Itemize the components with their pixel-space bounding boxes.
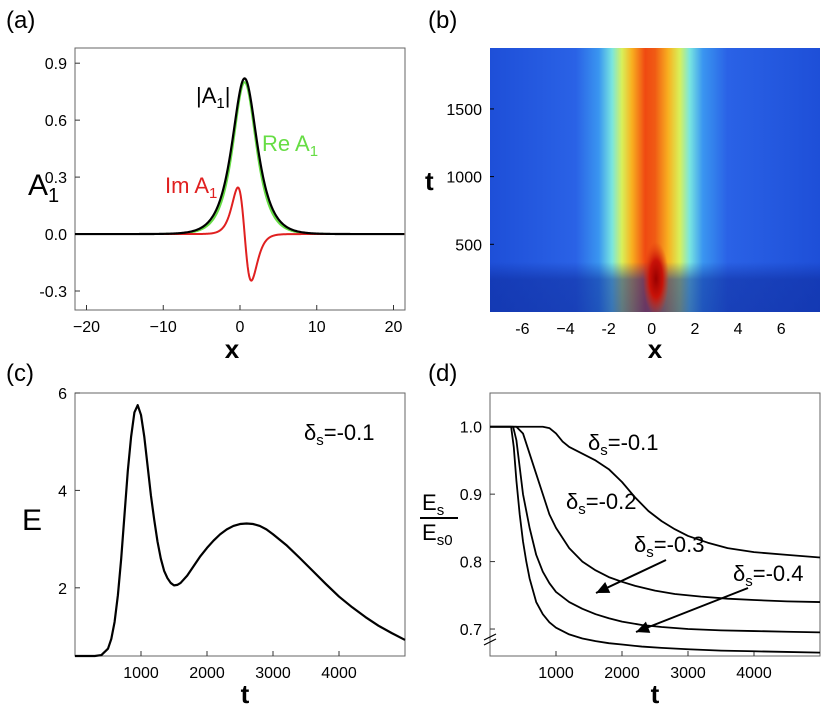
panel-a-lines bbox=[74, 77, 405, 282]
curve-label-ds-3: δs=-0.3 bbox=[634, 532, 705, 561]
panel-d-frame bbox=[489, 392, 821, 657]
panel-a-chart: −20 −10 0 10 20 0.9 0.6 0.3 0.0 -0.3 x A1 |A1| Re… bbox=[28, 47, 406, 364]
series-line-ds-4 bbox=[490, 425, 821, 654]
panel-d-xlabel: t bbox=[651, 679, 660, 709]
y-tick-label: 1000 bbox=[446, 170, 482, 187]
curve-label-ds-2: δs=-0.2 bbox=[566, 489, 637, 518]
x-tick-label: -2 bbox=[602, 321, 616, 338]
y-tick-label: 2 bbox=[58, 581, 67, 598]
arrow-ds-3-head bbox=[596, 582, 611, 593]
x-tick-label: 10 bbox=[308, 319, 326, 336]
x-tick-label: 0 bbox=[647, 321, 656, 338]
x-tick-label: 2000 bbox=[189, 665, 225, 682]
y-tick-label: 6 bbox=[58, 386, 67, 403]
x-tick-label: 0 bbox=[236, 319, 245, 336]
panel-d-ylabel-numerator: Es bbox=[422, 490, 444, 519]
series-line-ds-1 bbox=[490, 425, 821, 559]
y-tick-label: 0.0 bbox=[45, 227, 67, 244]
panel-b-xlabel: x bbox=[648, 334, 663, 364]
panel-c-lines bbox=[75, 404, 406, 658]
panel-c-frame bbox=[74, 392, 406, 657]
series-line-energy bbox=[75, 404, 406, 658]
arrow-ds-4-head bbox=[636, 621, 651, 633]
x-tick-label: 2000 bbox=[604, 665, 640, 682]
series-line-abs bbox=[74, 77, 405, 236]
panel-c-xlabel: t bbox=[241, 679, 250, 709]
x-tick-label: 2 bbox=[690, 321, 699, 338]
panel-label-b: (b) bbox=[428, 7, 457, 34]
panel-a-ticks: −20 −10 0 10 20 0.9 0.6 0.3 0.0 -0.3 bbox=[39, 56, 402, 336]
series-line-ds-2 bbox=[490, 425, 821, 603]
y-tick-label: 1.0 bbox=[460, 420, 482, 437]
x-tick-label: −4 bbox=[556, 321, 574, 338]
panel-c-ticks: 1000 2000 3000 4000 2 4 6 bbox=[58, 386, 357, 682]
x-tick-label: 3000 bbox=[255, 665, 291, 682]
y-tick-label: 0.9 bbox=[460, 487, 482, 504]
series-line-ds-3 bbox=[490, 425, 821, 634]
y-tick-label: 500 bbox=[455, 237, 482, 254]
panel-c-chart: 1000 2000 3000 4000 2 4 6 t E δs=-0.1 bbox=[22, 386, 406, 709]
y-tick-label: 0.3 bbox=[45, 170, 67, 187]
panel-label-a: (a) bbox=[6, 7, 35, 34]
panel-label-c: (c) bbox=[6, 360, 34, 387]
legend-label-re-a1: Re A1 bbox=[262, 131, 318, 160]
panel-a-xlabel: x bbox=[225, 334, 240, 364]
curve-label-ds-4: δs=-0.4 bbox=[733, 561, 804, 590]
y-tick-label: -0.3 bbox=[39, 284, 67, 301]
x-tick-label: 4 bbox=[734, 321, 743, 338]
x-tick-label: 1000 bbox=[538, 665, 574, 682]
panel-d-lines bbox=[490, 425, 821, 654]
x-tick-label: 20 bbox=[385, 319, 403, 336]
y-tick-label: 4 bbox=[58, 483, 67, 500]
panel-b-heatmap: -6 −4 -2 0 2 4 6 500 1000 1500 x t bbox=[425, 48, 820, 364]
panel-b-ylabel: t bbox=[425, 166, 434, 196]
panel-b-ticks: -6 −4 -2 0 2 4 6 500 1000 1500 bbox=[446, 102, 785, 338]
x-tick-label: -6 bbox=[515, 321, 529, 338]
x-tick-label: 4000 bbox=[736, 665, 772, 682]
panel-d-ylabel-denominator: Es0 bbox=[422, 520, 453, 549]
x-tick-label: 4000 bbox=[321, 665, 357, 682]
x-tick-label: 1000 bbox=[123, 665, 159, 682]
y-tick-label: 0.6 bbox=[45, 113, 67, 130]
panel-c-annotation: δs=-0.1 bbox=[304, 420, 375, 449]
x-tick-label: 6 bbox=[777, 321, 786, 338]
legend-label-abs-a1: |A1| bbox=[196, 83, 230, 112]
y-tick-label: 0.8 bbox=[460, 555, 482, 572]
x-tick-label: −10 bbox=[150, 319, 177, 336]
arrow-ds-4 bbox=[635, 587, 749, 633]
x-tick-label: −20 bbox=[73, 319, 100, 336]
y-tick-label: 1500 bbox=[446, 102, 482, 119]
x-tick-label: 3000 bbox=[670, 665, 706, 682]
panel-d-curve-labels: δs=-0.1 δs=-0.2 δs=-0.3 δs=-0.4 bbox=[566, 430, 804, 633]
curve-label-ds-1: δs=-0.1 bbox=[588, 430, 659, 459]
panel-c-ylabel: E bbox=[22, 504, 42, 537]
heatmap-hot-core bbox=[643, 238, 669, 312]
y-tick-label: 0.7 bbox=[460, 622, 482, 639]
panel-d-chart: 1000 2000 3000 4000 1.0 0.9 0.8 0.7 t Es Es0 δs… bbox=[420, 392, 821, 709]
panel-d-ticks: 1000 2000 3000 4000 1.0 0.9 0.8 0.7 bbox=[460, 420, 772, 682]
panel-d-ylabel: Es Es0 bbox=[420, 490, 458, 549]
axis-break-mark bbox=[483, 633, 497, 646]
panel-a-ylabel: A1 bbox=[28, 169, 59, 207]
legend-label-im-a1: Im A1 bbox=[165, 173, 217, 202]
series-line-re bbox=[74, 81, 405, 236]
y-tick-label: 0.9 bbox=[45, 56, 67, 73]
panel-label-d: (d) bbox=[428, 360, 457, 387]
